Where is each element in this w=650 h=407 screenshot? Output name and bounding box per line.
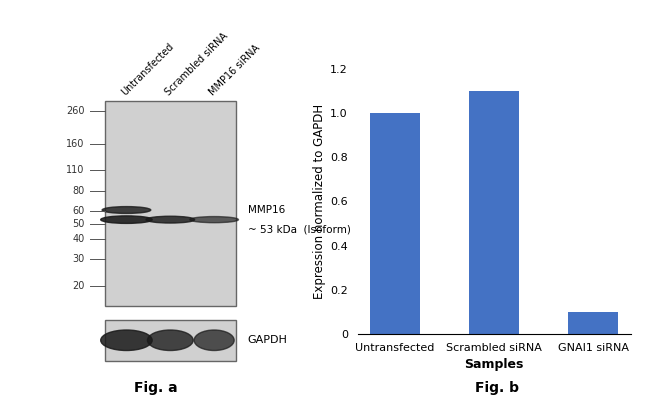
- Ellipse shape: [146, 216, 194, 223]
- Text: MMP16 siRNA: MMP16 siRNA: [207, 43, 261, 98]
- Text: 40: 40: [72, 234, 84, 244]
- Text: 60: 60: [72, 206, 84, 216]
- Bar: [469, 91, 519, 334]
- Bar: [370, 113, 419, 334]
- Ellipse shape: [148, 330, 193, 350]
- Text: GAPDH: GAPDH: [248, 335, 287, 345]
- Bar: [105, 320, 236, 361]
- Text: 20: 20: [72, 281, 84, 291]
- Ellipse shape: [190, 217, 239, 223]
- Text: 110: 110: [66, 165, 84, 175]
- Text: Untransfected: Untransfected: [120, 42, 176, 98]
- Ellipse shape: [102, 207, 151, 213]
- Ellipse shape: [101, 216, 152, 223]
- Text: 260: 260: [66, 106, 84, 116]
- Ellipse shape: [194, 330, 234, 350]
- Bar: [569, 312, 618, 334]
- Text: 80: 80: [72, 186, 84, 197]
- Ellipse shape: [101, 330, 152, 350]
- Text: Scrambled siRNA: Scrambled siRNA: [163, 31, 229, 98]
- Text: Fig. a: Fig. a: [134, 381, 178, 395]
- Text: 160: 160: [66, 139, 84, 149]
- Text: ~ 53 kDa  (Isoform): ~ 53 kDa (Isoform): [248, 225, 350, 235]
- Y-axis label: Expression normalized to GAPDH: Expression normalized to GAPDH: [313, 104, 326, 299]
- Bar: [105, 101, 236, 306]
- Text: 30: 30: [72, 254, 84, 264]
- X-axis label: Samples: Samples: [464, 358, 524, 371]
- Text: MMP16: MMP16: [248, 204, 285, 214]
- Text: Fig. b: Fig. b: [475, 381, 519, 395]
- Text: 50: 50: [72, 219, 84, 229]
